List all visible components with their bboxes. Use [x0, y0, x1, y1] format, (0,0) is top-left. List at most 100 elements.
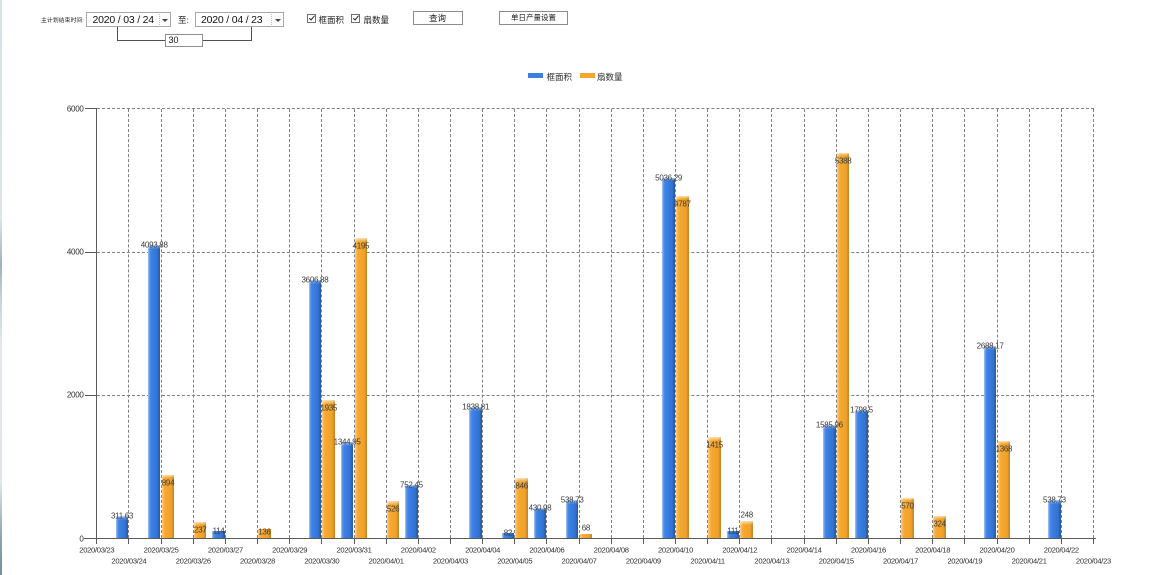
date-from-picker[interactable]: 2020 / 03 / 24 [86, 12, 171, 27]
x-axis-label: 2020/04/07 [561, 556, 597, 566]
x-axis-label: 2020/04/05 [497, 556, 533, 566]
x-gridline [321, 108, 323, 538]
x-axis-label: 2020/04/22 [1043, 545, 1079, 555]
bar-value-label: 324 [933, 519, 946, 529]
x-gridline [996, 108, 998, 538]
x-axis-tick [353, 538, 355, 545]
bar-top-highlight [386, 501, 400, 505]
x-axis-tick [128, 538, 130, 545]
bar-sash-qty-2020/04/01 [386, 501, 400, 539]
x-axis-tick [964, 538, 966, 545]
x-axis-label: 2020/03/24 [111, 556, 147, 566]
bar-value-label: 526 [386, 504, 400, 514]
x-axis-tick [224, 538, 226, 545]
days-between-field[interactable]: 30 [164, 33, 203, 47]
x-axis-label: 2020/04/15 [818, 556, 854, 566]
bar-frame-area-2020/04/15 [823, 425, 836, 539]
bar-value-label: 248 [740, 510, 753, 520]
date-to-dropdown-button[interactable] [271, 13, 282, 25]
plan-end-time-label: 主计划结束时间: [41, 17, 84, 24]
x-axis-line [84, 538, 1096, 540]
x-axis-label: 2020/03/29 [272, 545, 308, 555]
x-gridline [771, 108, 773, 538]
bar-value-label: 1935 [320, 403, 338, 413]
x-axis-tick [417, 538, 419, 545]
x-axis-tick [546, 538, 548, 545]
bar-top-highlight [469, 407, 482, 411]
x-axis-label: 2020/03/25 [143, 545, 179, 555]
x-axis-tick [321, 538, 323, 545]
bar-sash-qty-2020/04/15 [836, 152, 850, 539]
bar-value-label: 1798.5 [850, 405, 873, 415]
connector-line [203, 40, 252, 41]
bar-value-label: 1415 [706, 440, 723, 450]
date-to-picker[interactable]: 2020 / 04 / 23 [194, 12, 284, 27]
x-axis-label: 2020/04/10 [657, 545, 694, 555]
bar-value-label: 2688.17 [976, 341, 1004, 351]
sash-qty-checkbox-label[interactable]: 扇数量 [363, 14, 390, 25]
chevron-down-icon [162, 19, 168, 22]
x-axis-label: 2020/03/31 [336, 545, 372, 555]
bar-top-highlight [308, 280, 322, 284]
x-gridline [642, 108, 644, 538]
x-axis-tick [1092, 538, 1094, 545]
x-gridline [257, 108, 259, 538]
bar-frame-area-2020/04/06 [533, 507, 547, 539]
x-axis-tick [578, 538, 580, 545]
bar-frame-area-2020/03/24 [115, 516, 129, 539]
x-gridline [1028, 108, 1030, 538]
bar-value-label: 311.63 [111, 511, 134, 521]
bar-sash-qty-2020/04/05 [515, 478, 528, 539]
to-label: 至: [178, 14, 189, 25]
x-axis-label: 2020/04/16 [850, 545, 886, 555]
date-to-value: 2020 / 04 / 23 [201, 14, 263, 26]
bar-frame-area-2020/03/25 [147, 245, 161, 539]
bar-value-label: 538.73 [1043, 495, 1066, 505]
frame-area-checkbox[interactable] [306, 13, 316, 23]
bar-frame-area-2020/04/04 [469, 407, 482, 539]
x-axis-label: 2020/03/27 [207, 545, 243, 555]
x-axis-tick [996, 538, 998, 545]
frame-area-checkbox-label[interactable]: 框面积 [318, 14, 345, 25]
bar-sash-qty-2020/04/18 [933, 515, 946, 539]
legend-label-frame-area: 框面积 [546, 72, 573, 82]
daily-output-settings-button[interactable]: 单日产量设置 [499, 11, 568, 25]
x-axis-label: 2020/04/21 [1011, 556, 1047, 566]
bar-sash-qty-2020/04/12 [740, 521, 753, 539]
y-axis-label: 2000 [66, 390, 84, 400]
x-axis-tick [192, 538, 194, 545]
y-axis-tick [84, 394, 97, 396]
x-axis-tick [1060, 538, 1062, 545]
y-axis-label: 4000 [66, 247, 84, 257]
bar-top-highlight [147, 245, 161, 249]
bar-top-highlight [708, 437, 721, 441]
x-axis-tick [803, 538, 805, 545]
x-gridline [449, 108, 451, 538]
x-gridline [1060, 108, 1062, 538]
date-from-dropdown-button[interactable] [158, 13, 170, 25]
bar-value-label: 846 [515, 481, 528, 491]
bar-top-highlight [193, 521, 207, 526]
connector-line [117, 26, 118, 41]
bar-top-highlight [533, 507, 547, 512]
bar-sash-qty-2020/04/11 [708, 437, 721, 539]
query-button[interactable]: 查询 [412, 11, 463, 25]
legend-swatch-sash-qty [580, 72, 595, 78]
bar-value-label: 430.98 [528, 503, 552, 513]
bar-frame-area-2020/04/10 [662, 177, 675, 539]
x-axis-label: 2020/04/04 [465, 545, 501, 555]
bar-frame-area-2020/03/31 [340, 442, 354, 539]
x-axis-tick [160, 538, 162, 545]
y-gridline [97, 394, 1095, 396]
connector-line [251, 26, 252, 41]
sash-qty-checkbox[interactable] [350, 13, 360, 23]
bar-frame-area-2020/04/02 [405, 484, 418, 539]
bar-frame-area-2020/04/05 [501, 532, 515, 539]
x-axis-tick [900, 538, 902, 545]
bar-frame-area-2020/04/12 [726, 530, 740, 539]
bar-top-highlight [740, 521, 753, 525]
x-gridline [707, 108, 709, 538]
bar-value-label: 5388 [834, 156, 852, 166]
bar-value-label: 1344.95 [333, 437, 361, 447]
y-axis-line [96, 108, 98, 545]
